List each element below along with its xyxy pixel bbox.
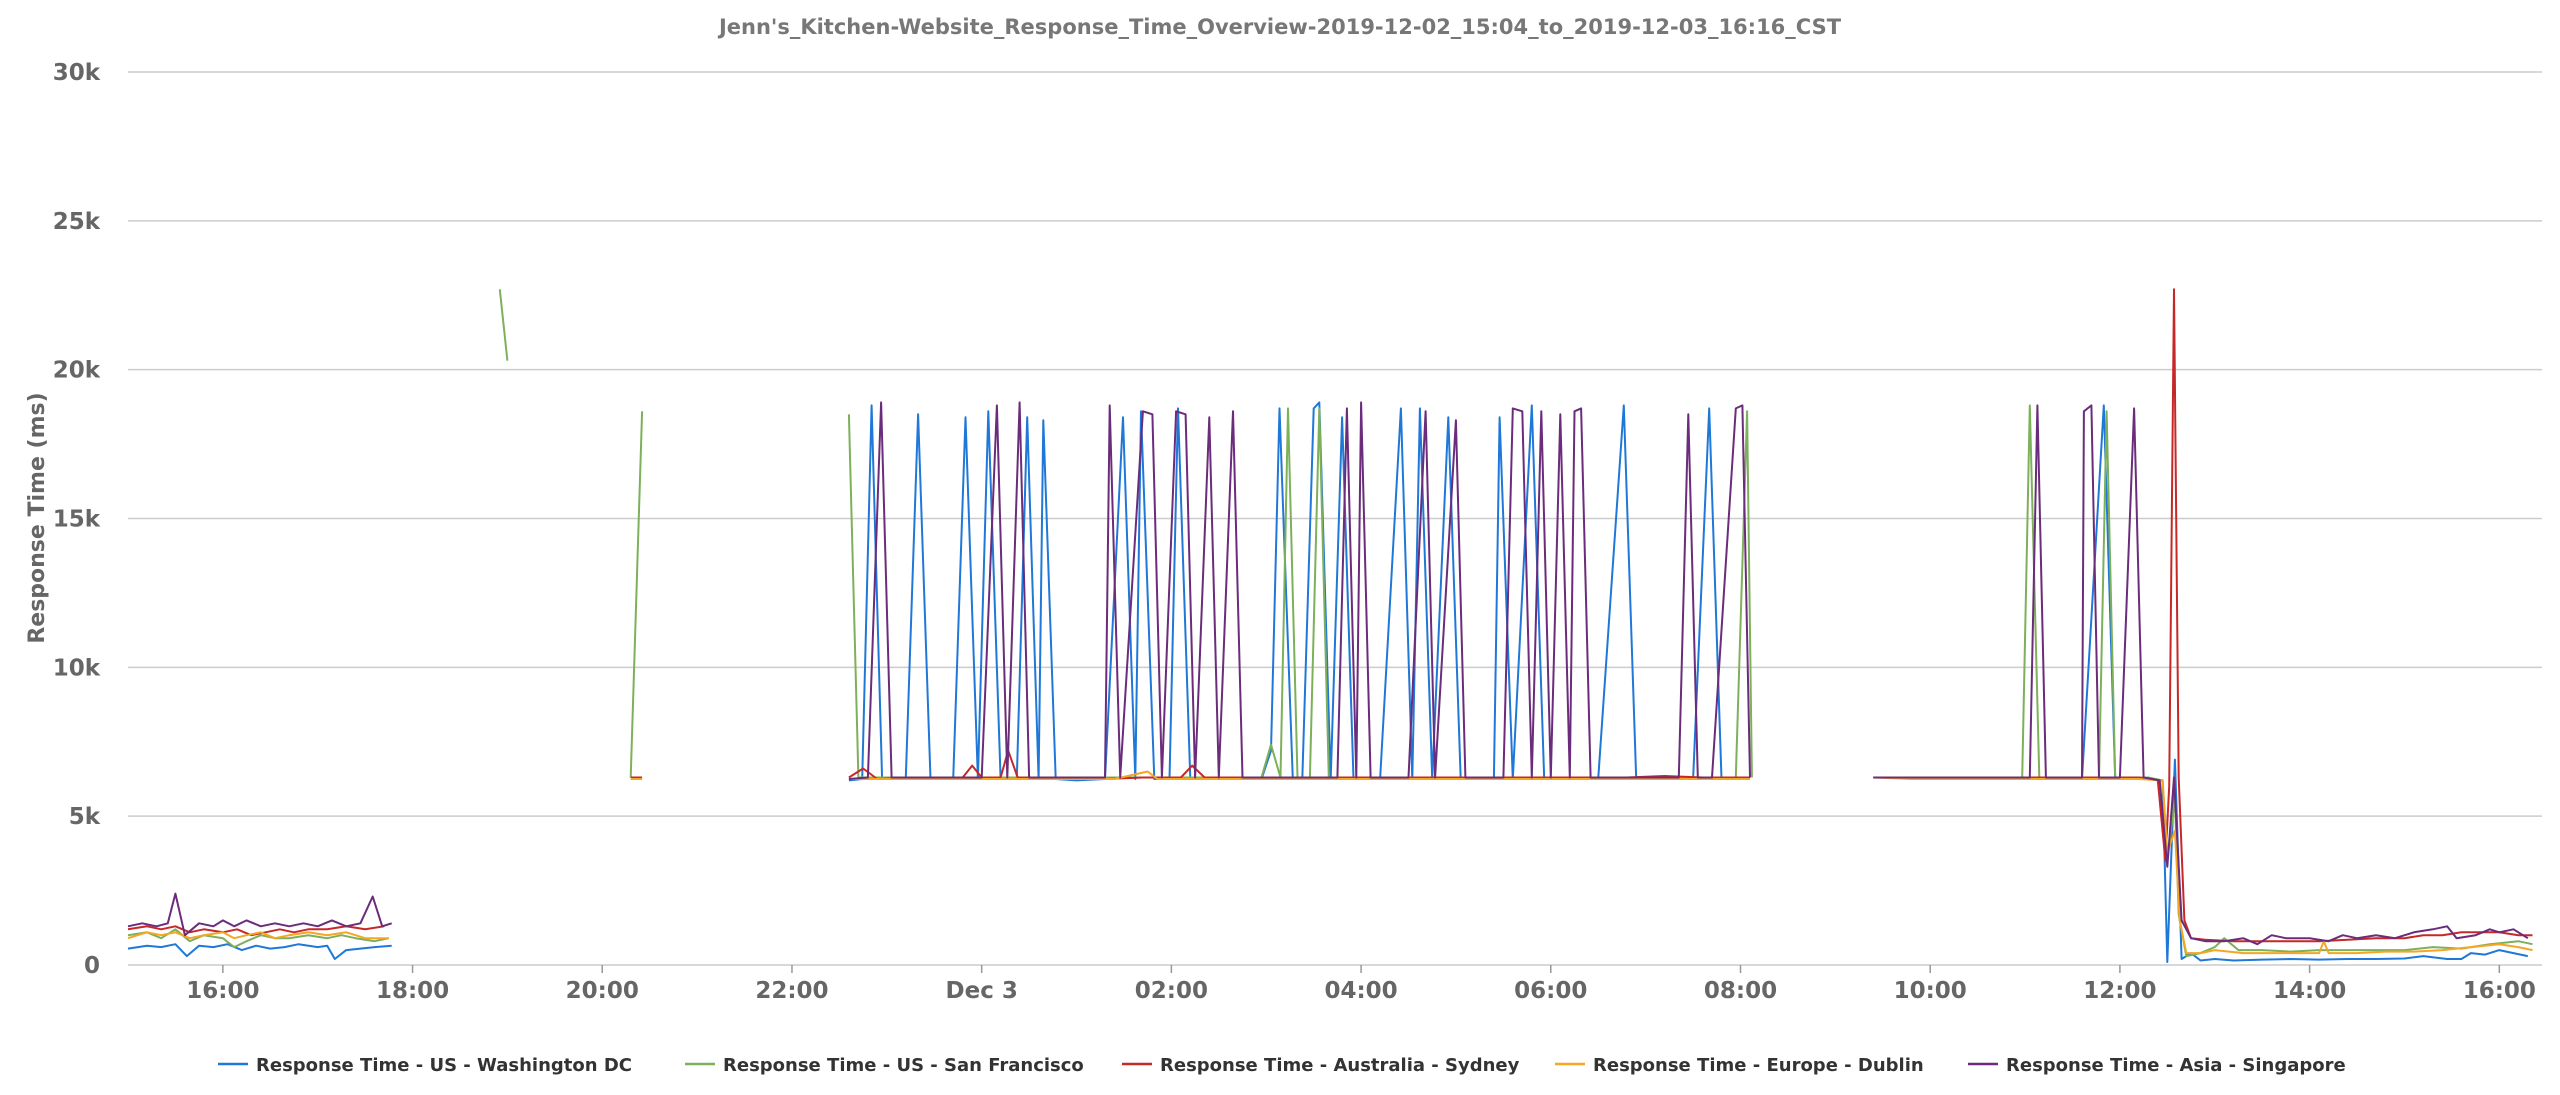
x-tick-label: 20:00 — [566, 978, 639, 1004]
x-tick-label: 16:00 — [186, 978, 259, 1004]
y-axis-ticks: 0 5k 10k 15k 20k 25k 30k — [53, 60, 101, 979]
series-4 — [127, 401, 2529, 946]
x-tick-label: Dec 3 — [946, 978, 1018, 1004]
legend-item[interactable]: Response Time - Australia - Sydney — [1122, 1055, 1520, 1076]
legend-item[interactable]: Response Time - US - San Francisco — [685, 1055, 1084, 1076]
y-tick-label: 30k — [53, 60, 101, 86]
legend[interactable]: Response Time - US - Washington DC Respon… — [218, 1055, 2346, 1076]
y-axis-label: Response Time (ms) — [25, 392, 50, 643]
legend-item[interactable]: Response Time - Europe - Dublin — [1555, 1055, 1924, 1076]
legend-label: Response Time - Europe - Dublin — [1593, 1055, 1924, 1076]
x-tick-label: 16:00 — [2463, 978, 2536, 1004]
series-lines — [127, 288, 2533, 963]
y-tick-label: 5k — [69, 804, 101, 830]
series-line — [1873, 776, 2533, 955]
series-line — [127, 931, 389, 940]
y-tick-label: 15k — [53, 507, 101, 533]
legend-item[interactable]: Response Time - Asia - Singapore — [1968, 1055, 2346, 1076]
legend-label: Response Time - US - Washington DC — [256, 1055, 632, 1076]
series-line — [1873, 288, 2533, 943]
series-line — [127, 943, 392, 960]
series-line — [848, 749, 1750, 780]
series-line — [1873, 404, 2529, 963]
x-tick-label: 08:00 — [1704, 978, 1777, 1004]
y-tick-label: 20k — [53, 358, 101, 384]
series-line — [1873, 404, 2529, 946]
series-line — [848, 401, 1751, 780]
series-line — [1873, 404, 2533, 958]
legend-label: Response Time - Australia - Sydney — [1160, 1055, 1520, 1076]
legend-item[interactable]: Response Time - US - Washington DC — [218, 1055, 632, 1076]
legend-label: Response Time - US - San Francisco — [723, 1055, 1084, 1076]
series-3 — [127, 770, 2533, 955]
x-tick-label: 22:00 — [755, 978, 828, 1004]
x-tick-label: 02:00 — [1135, 978, 1208, 1004]
series-line — [127, 928, 390, 949]
x-tick-label: 18:00 — [376, 978, 449, 1004]
chart-title: Jenn's_Kitchen-Website_Response_Time_Ove… — [717, 15, 1842, 39]
x-tick-label: 14:00 — [2273, 978, 2346, 1004]
series-line — [848, 401, 1750, 782]
x-tick-label: 10:00 — [1894, 978, 1967, 1004]
legend-label: Response Time - Asia - Singapore — [2006, 1055, 2346, 1076]
series-line — [127, 892, 393, 937]
series-line — [848, 770, 1750, 780]
x-tick-label: 04:00 — [1324, 978, 1397, 1004]
x-axis-ticks: 16:00 18:00 20:00 22:00 Dec 3 02:00 04:00 06:00… — [186, 965, 2536, 1004]
y-tick-label: 25k — [53, 209, 101, 235]
series-0 — [127, 401, 2529, 963]
y-tick-label: 10k — [53, 655, 101, 681]
x-tick-label: 12:00 — [2083, 978, 2156, 1004]
x-tick-label: 06:00 — [1514, 978, 1587, 1004]
series-line — [498, 289, 509, 361]
series-line — [629, 411, 644, 778]
y-tick-label: 0 — [84, 953, 100, 979]
